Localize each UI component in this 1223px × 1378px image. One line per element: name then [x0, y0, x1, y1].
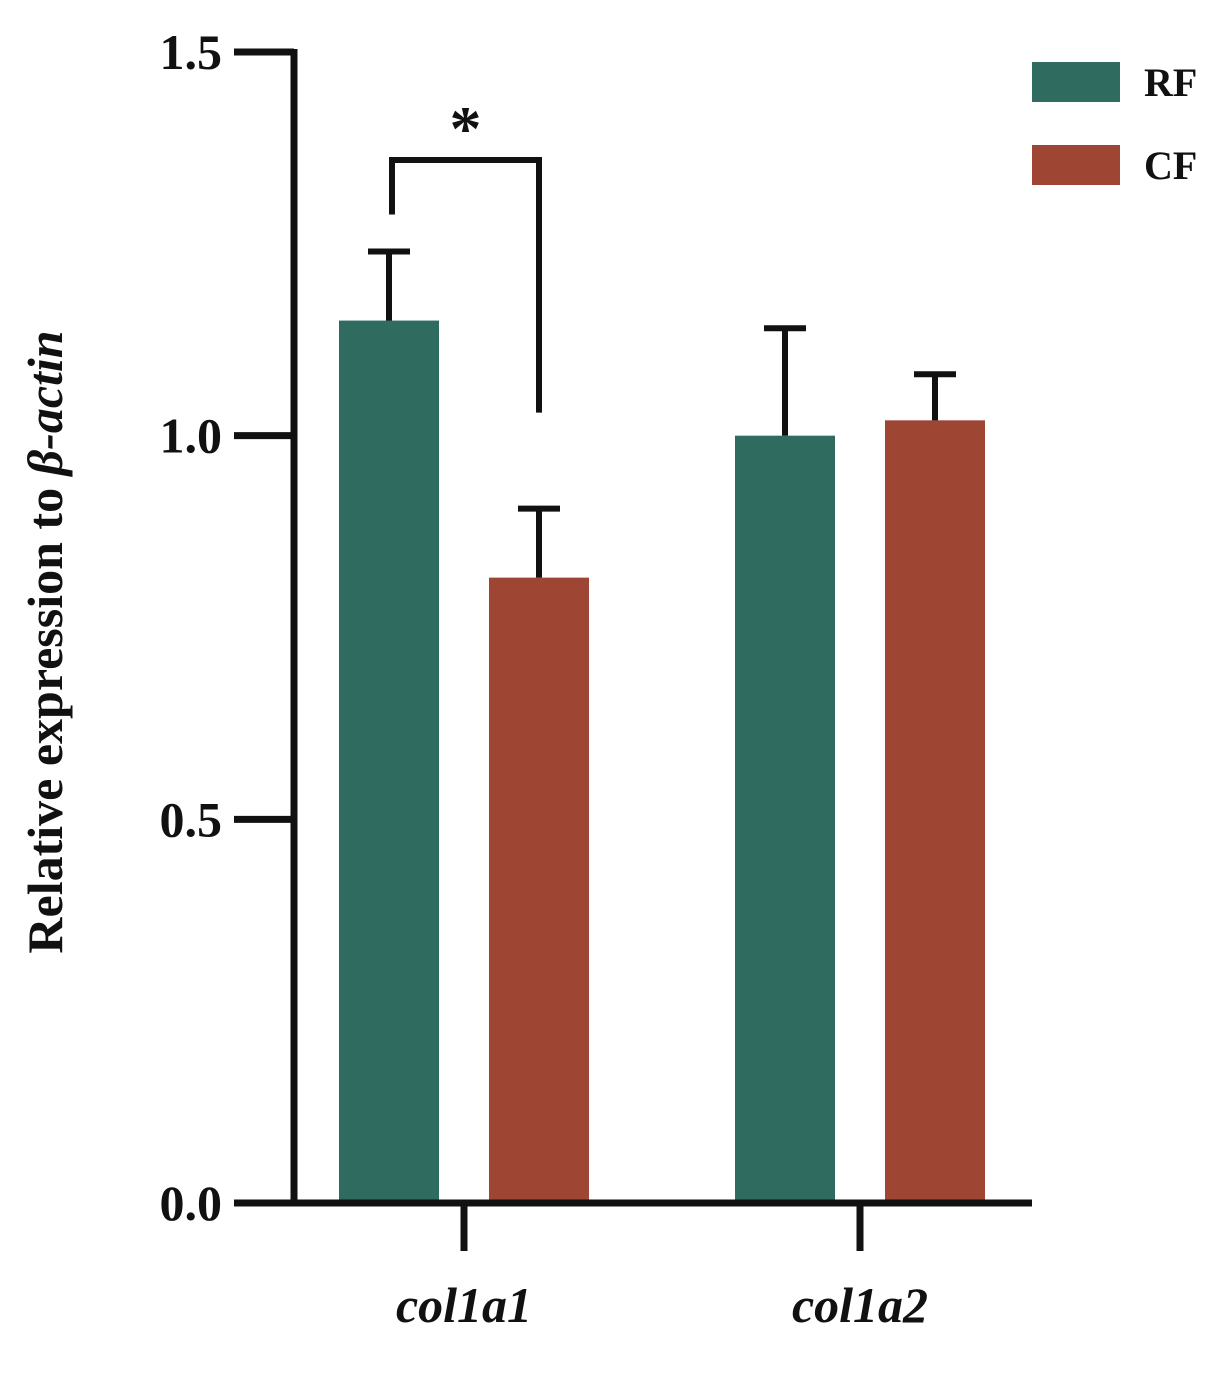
- significance-label-col1a1: *: [450, 93, 482, 164]
- y-axis-label: Relative expression to β-actin: [17, 330, 73, 953]
- y-tick-label-1.0: 1.0: [160, 408, 223, 464]
- bars-layer: [339, 320, 985, 1204]
- x-tick-label-col1a1: col1a1: [396, 1277, 532, 1333]
- y-tick-label-0.5: 0.5: [160, 791, 223, 847]
- x-tick-label-col1a2: col1a2: [792, 1277, 928, 1333]
- y-axis-label-prefix: Relative expression to: [17, 475, 73, 953]
- error-bars-layer: [368, 248, 956, 578]
- significance-bracket-col1a1: [389, 157, 542, 413]
- legend-swatch-rf: [1032, 62, 1120, 102]
- bar-cf-col1a1: [489, 577, 589, 1203]
- y-axis-label-gene: β-actin: [17, 330, 73, 477]
- axes-layer: 0.0 0.5 1.0 1.5 col1a1 col1a2: [160, 24, 1032, 1333]
- y-tick-label-1.5: 1.5: [160, 24, 223, 80]
- significance-layer: *: [389, 93, 542, 413]
- bar-rf-col1a1: [339, 320, 439, 1204]
- legend-label-cf: CF: [1144, 143, 1197, 188]
- legend-swatch-cf: [1032, 145, 1120, 185]
- bar-rf-col1a2: [735, 435, 835, 1204]
- legend: RF CF: [1032, 60, 1197, 188]
- legend-label-rf: RF: [1144, 60, 1197, 105]
- bar-cf-col1a2: [885, 420, 985, 1203]
- y-tick-label-0.0: 0.0: [160, 1175, 223, 1231]
